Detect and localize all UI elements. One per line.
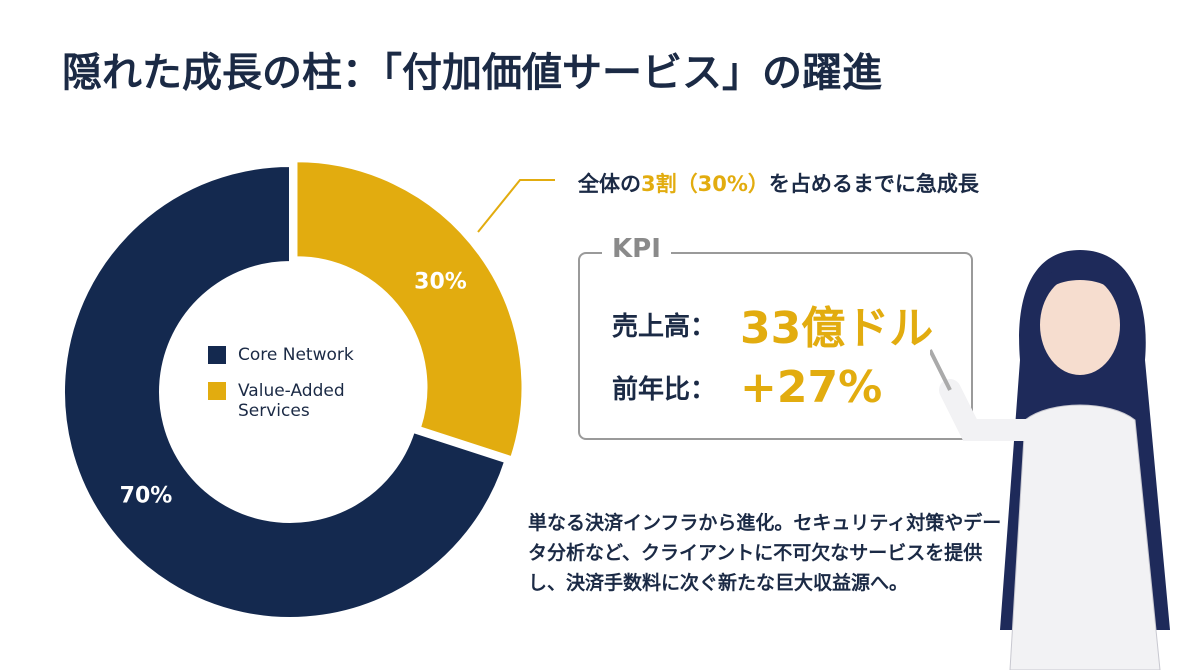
legend-item: Value-Added Services xyxy=(208,381,368,421)
kpi-title: KPI xyxy=(602,234,671,264)
callout: 全体の3割（30%）を占めるまでに急成長 xyxy=(578,168,979,198)
legend-label: Value-Added Services xyxy=(238,381,345,421)
legend: Core Network Value-Added Services xyxy=(208,345,368,437)
kpi-value: +27% xyxy=(740,362,883,413)
donut-chart: 30% 70% xyxy=(63,160,555,619)
callout-text: 全体の xyxy=(578,172,641,196)
donut-segment xyxy=(295,160,524,459)
callout-text: を占めるまでに急成長 xyxy=(768,172,979,196)
description: 単なる決済インフラから進化。セキュリティ対策やデータ分析など、クライアントに不可… xyxy=(528,512,1002,594)
kpi-label: 売上高： xyxy=(612,311,717,342)
value-label: 70% xyxy=(120,484,173,509)
kpi-row: 前年比： +27% xyxy=(612,362,882,413)
value-label: 30% xyxy=(414,270,467,295)
donut-segment xyxy=(63,164,507,619)
legend-swatch xyxy=(208,382,226,400)
legend-swatch xyxy=(208,346,226,364)
kpi-label: 前年比： xyxy=(612,375,717,405)
legend-item: Core Network xyxy=(208,345,368,365)
kpi-value: 33億ドル xyxy=(740,303,934,354)
slide-title: 隠れた成長の柱：「付加価値サービス」の躍進 xyxy=(62,50,882,96)
presenter-illustration xyxy=(930,250,1170,670)
callout-line xyxy=(477,179,555,233)
kpi-box xyxy=(578,252,973,440)
callout-highlight: 3割（30%） xyxy=(641,172,769,196)
kpi-row: 売上高： 33億ドル xyxy=(612,292,933,356)
legend-label: Core Network xyxy=(238,345,354,365)
